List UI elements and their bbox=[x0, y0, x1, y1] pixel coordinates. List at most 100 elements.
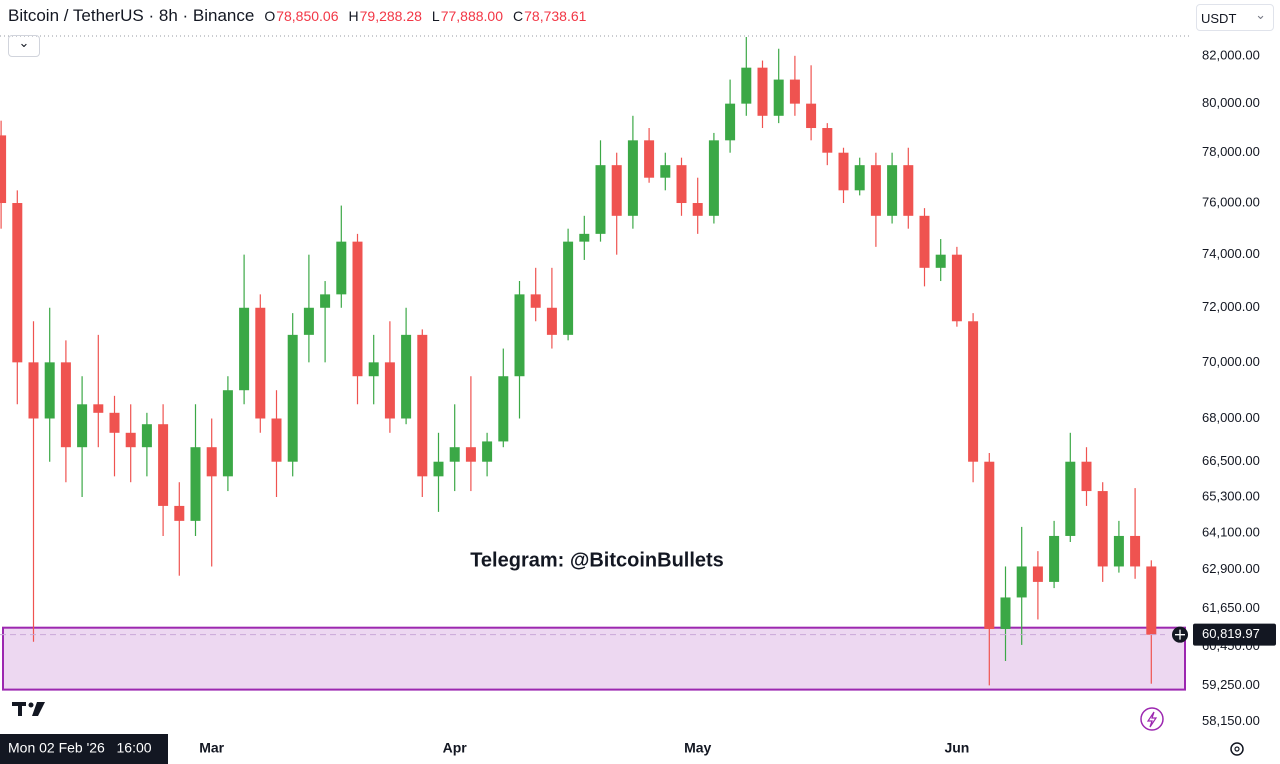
y-tick-label: 70,000.00 bbox=[1202, 354, 1260, 369]
y-tick-label: 74,000.00 bbox=[1202, 246, 1260, 261]
candle-body bbox=[77, 404, 88, 448]
candle-body bbox=[968, 321, 979, 462]
candle-body bbox=[822, 128, 833, 153]
candle-body bbox=[417, 334, 428, 477]
candle-body bbox=[870, 165, 881, 216]
alert-bolt bbox=[1146, 711, 1158, 728]
candle-body bbox=[676, 165, 687, 204]
candle-body bbox=[190, 447, 201, 521]
candle-body bbox=[174, 505, 185, 521]
candle-body bbox=[336, 241, 347, 295]
candle-body bbox=[141, 424, 152, 448]
y-tick-label: 82,000.00 bbox=[1202, 47, 1260, 62]
candle-body bbox=[482, 441, 493, 462]
candle-body bbox=[903, 165, 914, 216]
candle-body bbox=[465, 447, 476, 462]
candle-body bbox=[401, 334, 412, 419]
candle-body bbox=[287, 334, 298, 462]
candle-body bbox=[708, 140, 719, 216]
settings-icon[interactable] bbox=[1230, 742, 1244, 756]
candle-body bbox=[60, 362, 71, 448]
support-zone bbox=[2, 626, 1186, 691]
candle-body bbox=[660, 165, 671, 178]
candle-body bbox=[0, 135, 7, 204]
candle-body bbox=[644, 140, 655, 178]
candle-body bbox=[433, 461, 444, 477]
candle-body bbox=[579, 233, 590, 242]
candle-body bbox=[773, 79, 784, 116]
candle-body bbox=[514, 294, 525, 377]
y-tick-label: 58,150.00 bbox=[1202, 713, 1260, 728]
candle-body bbox=[546, 307, 557, 335]
candle-body bbox=[530, 294, 541, 308]
candle-body bbox=[1146, 566, 1157, 635]
candle-body bbox=[919, 215, 930, 268]
candle-body bbox=[303, 307, 314, 335]
candle-body bbox=[239, 307, 250, 391]
candle-body bbox=[1113, 535, 1124, 567]
y-tick-label: 61,650.00 bbox=[1202, 600, 1260, 615]
candle-body bbox=[806, 103, 817, 129]
candle-body bbox=[789, 79, 800, 104]
ohlc-value: 78,738.61 bbox=[524, 8, 587, 24]
add-plus bbox=[1175, 629, 1185, 640]
candle-body bbox=[1130, 535, 1141, 567]
candle-body bbox=[368, 362, 379, 377]
y-tick-label: 62,900.00 bbox=[1202, 561, 1260, 576]
candle-body bbox=[1097, 491, 1108, 567]
candle-body bbox=[93, 404, 104, 413]
candle-body bbox=[887, 165, 898, 216]
candle-body bbox=[1016, 566, 1027, 598]
candle-body bbox=[611, 165, 622, 216]
candle-body bbox=[1065, 461, 1076, 536]
candle-body bbox=[595, 165, 606, 234]
ohlc-key: L bbox=[431, 8, 440, 24]
ohlc-value: 78,850.06 bbox=[276, 8, 339, 24]
symbol-title: Bitcoin / TetherUS · 8h · Binance bbox=[8, 6, 255, 25]
candle-body bbox=[44, 362, 55, 419]
candle-body bbox=[384, 362, 395, 419]
candle-body bbox=[757, 67, 768, 116]
last-price-tag bbox=[1193, 623, 1276, 646]
candle-body bbox=[1032, 566, 1043, 582]
last-price-label: 60,819.97 bbox=[1202, 626, 1260, 641]
candle-body bbox=[271, 418, 282, 462]
y-tick-label: 80,000.00 bbox=[1202, 95, 1260, 110]
alert-icon[interactable] bbox=[1140, 707, 1164, 731]
candle-body bbox=[725, 103, 736, 141]
candle-body bbox=[563, 241, 574, 335]
candle-body bbox=[741, 67, 752, 104]
settings-core bbox=[1234, 746, 1240, 752]
crosshair-box bbox=[0, 734, 168, 764]
candle-body bbox=[125, 432, 136, 448]
y-tick-label: 66,500.00 bbox=[1202, 453, 1260, 468]
candle-body bbox=[692, 203, 703, 216]
header: Bitcoin / TetherUS · 8h · Binance O 78,850… bbox=[8, 6, 586, 26]
currency-select[interactable]: USDT bbox=[1196, 4, 1274, 31]
ohlc-value: 79,288.28 bbox=[359, 8, 422, 24]
ohlc-key: H bbox=[348, 8, 359, 24]
x-tick-label: May bbox=[684, 740, 711, 756]
candle-body bbox=[255, 307, 266, 419]
crosshair-label: Mon 02 Feb '26 16:00 bbox=[8, 740, 152, 756]
y-tick-label: 64,100.00 bbox=[1202, 524, 1260, 539]
candle-body bbox=[627, 140, 638, 216]
collapse-button[interactable]: ⌄ bbox=[8, 35, 40, 57]
candle-body bbox=[109, 412, 120, 433]
y-tick-label: 76,000.00 bbox=[1202, 194, 1260, 209]
candle-body bbox=[28, 362, 39, 419]
y-tick-label: 68,000.00 bbox=[1202, 410, 1260, 425]
candle-body bbox=[320, 294, 331, 308]
candle-body bbox=[449, 447, 460, 462]
candle-body bbox=[222, 390, 233, 477]
annotation: Telegram: @BitcoinBullets bbox=[470, 549, 724, 571]
candle-body bbox=[498, 376, 509, 442]
x-tick-label: Jun bbox=[944, 740, 969, 756]
y-tick-label: 59,250.00 bbox=[1202, 677, 1260, 692]
candle-body bbox=[12, 203, 23, 363]
ohlc-key: O bbox=[264, 8, 276, 24]
candle-body bbox=[838, 152, 849, 191]
candle-body bbox=[1049, 535, 1060, 582]
y-tick-label: 78,000.00 bbox=[1202, 144, 1260, 159]
